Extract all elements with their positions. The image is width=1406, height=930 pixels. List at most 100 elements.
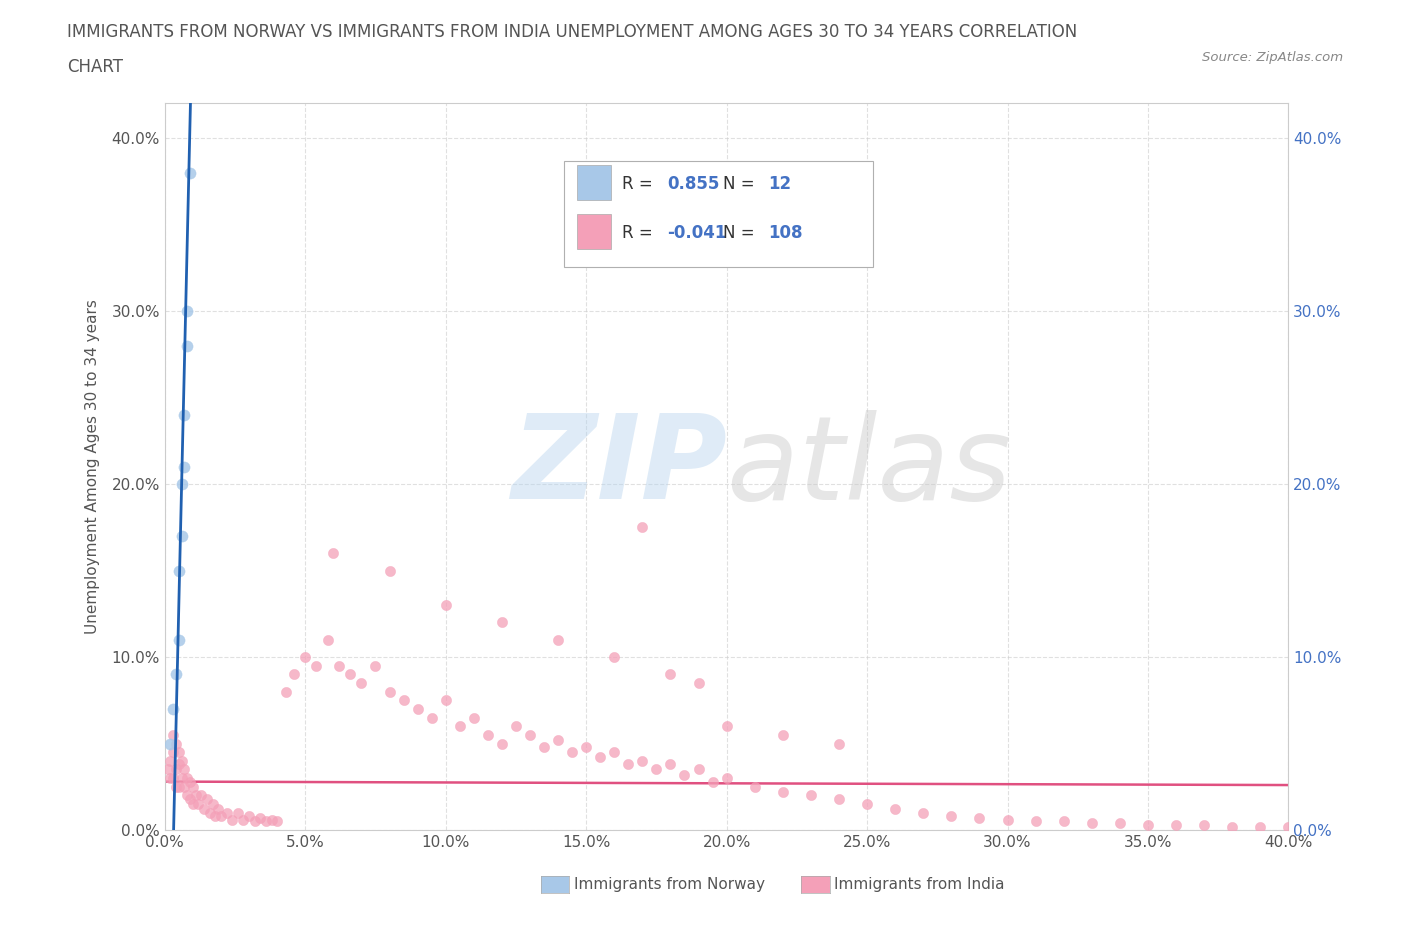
Text: atlas: atlas [727, 410, 1011, 524]
Point [673, 767, 696, 782]
Point [243, 814, 266, 829]
Point [193, 802, 215, 817]
Text: Source: ZipAtlas.com: Source: ZipAtlas.com [1202, 51, 1343, 64]
Point [232, 812, 254, 827]
Text: 12: 12 [768, 175, 792, 193]
Point [173, 779, 195, 794]
Point [505, 719, 527, 734]
Text: IMMIGRANTS FROM NORWAY VS IMMIGRANTS FROM INDIA UNEMPLOYMENT AMONG AGES 30 TO 34: IMMIGRANTS FROM NORWAY VS IMMIGRANTS FRO… [67, 23, 1078, 41]
Point [702, 774, 724, 789]
Point [969, 810, 991, 825]
Point [162, 745, 184, 760]
Point [159, 771, 181, 786]
Point [800, 788, 823, 803]
Text: Immigrants from India: Immigrants from India [834, 877, 1004, 892]
Point [364, 658, 387, 673]
Point [190, 788, 212, 803]
Point [176, 771, 198, 786]
Point [716, 771, 738, 786]
Point [997, 812, 1019, 827]
Text: Immigrants from Norway: Immigrants from Norway [574, 877, 765, 892]
Point [254, 814, 277, 829]
Point [221, 812, 243, 827]
Point [165, 779, 187, 794]
Point [392, 693, 415, 708]
Point [176, 788, 198, 803]
Point [477, 727, 499, 742]
Point [165, 667, 187, 682]
Point [170, 771, 193, 786]
Point [170, 753, 193, 768]
Point [688, 762, 710, 777]
Text: CHART: CHART [67, 58, 124, 75]
Point [519, 727, 541, 742]
Point [575, 739, 598, 754]
Point [547, 632, 569, 647]
Point [173, 762, 195, 777]
Point [772, 727, 794, 742]
Point [856, 797, 879, 812]
Bar [576, 165, 610, 200]
Point [167, 745, 190, 760]
Point [179, 791, 201, 806]
Point [260, 812, 283, 827]
Text: -0.041: -0.041 [666, 224, 727, 242]
Point [772, 785, 794, 800]
Point [589, 750, 612, 764]
Point [167, 779, 190, 794]
Point [159, 736, 181, 751]
Point [179, 166, 201, 180]
Y-axis label: Unemployment Among Ages 30 to 34 years: Unemployment Among Ages 30 to 34 years [86, 299, 100, 634]
Point [165, 736, 187, 751]
Point [316, 632, 339, 647]
Point [283, 667, 305, 682]
Point [198, 805, 221, 820]
Point [603, 649, 626, 664]
Point [170, 476, 193, 491]
Point [1249, 819, 1271, 834]
Point [716, 719, 738, 734]
Point [533, 739, 555, 754]
Point [173, 407, 195, 422]
Point [744, 779, 766, 794]
Point [1192, 817, 1215, 832]
Point [406, 701, 429, 716]
Point [215, 805, 238, 820]
Point [617, 757, 640, 772]
Point [1053, 814, 1076, 829]
Point [434, 693, 457, 708]
Point [645, 762, 668, 777]
Point [167, 563, 190, 578]
Point [201, 797, 224, 812]
Text: N =: N = [723, 175, 761, 193]
Bar [576, 214, 610, 249]
Point [156, 762, 179, 777]
Text: 108: 108 [768, 224, 803, 242]
Point [181, 797, 204, 812]
Point [828, 736, 851, 751]
Point [204, 809, 226, 824]
Point [274, 684, 297, 699]
Point [350, 675, 373, 690]
Point [181, 779, 204, 794]
Point [249, 810, 271, 825]
Point [1025, 814, 1047, 829]
Point [238, 809, 260, 824]
Point [266, 814, 288, 829]
Point [1164, 817, 1187, 832]
Point [305, 658, 328, 673]
Point [209, 809, 232, 824]
Point [631, 520, 654, 535]
Point [322, 546, 344, 561]
Point [195, 791, 218, 806]
Point [449, 719, 471, 734]
Point [170, 528, 193, 543]
Point [1081, 816, 1104, 830]
Point [491, 736, 513, 751]
Point [173, 459, 195, 474]
Point [547, 733, 569, 748]
Point [1109, 816, 1132, 830]
Point [659, 757, 682, 772]
Point [603, 745, 626, 760]
Text: N =: N = [723, 224, 761, 242]
